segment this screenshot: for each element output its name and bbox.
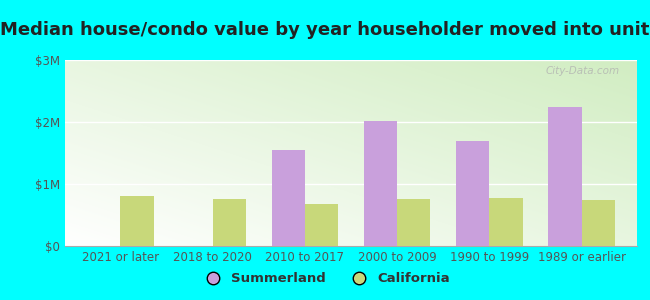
Text: City-Data.com: City-Data.com	[546, 66, 620, 76]
Bar	[489, 198, 523, 246]
Bar	[549, 106, 582, 246]
Bar	[456, 141, 489, 246]
Bar	[364, 121, 397, 246]
Text: Median house/condo value by year householder moved into unit: Median house/condo value by year househo…	[0, 21, 650, 39]
Bar	[272, 150, 305, 246]
Bar	[397, 199, 430, 246]
Bar	[582, 200, 615, 246]
Bar	[213, 199, 246, 246]
Legend: Summerland, California: Summerland, California	[194, 267, 456, 290]
Bar	[120, 196, 153, 246]
Bar	[305, 204, 338, 246]
